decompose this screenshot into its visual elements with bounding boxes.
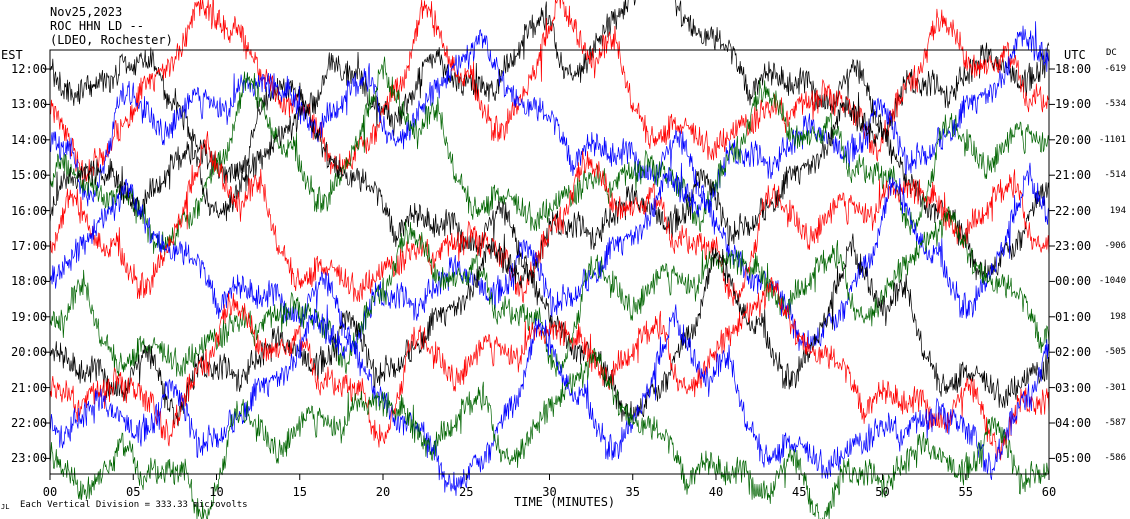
right-axis-title: UTC bbox=[1064, 48, 1086, 62]
utc-hour-label: 03:00 bbox=[1055, 380, 1092, 395]
est-hour-label: 23:00 bbox=[11, 451, 48, 466]
seismic-traces bbox=[49, 0, 1050, 519]
seismic-trace-1800 bbox=[49, 162, 1050, 355]
x-tick-label: 30 bbox=[542, 485, 556, 499]
y-axis-ticks bbox=[44, 68, 1055, 459]
x-tick-label: 60 bbox=[1042, 485, 1056, 499]
dc-offset-label: -1101 bbox=[1098, 134, 1126, 145]
x-tick-label: 10 bbox=[209, 485, 223, 499]
est-hour-label: 20:00 bbox=[11, 345, 48, 360]
header-date: Nov25,2023 bbox=[50, 5, 123, 19]
est-hour-label: 17:00 bbox=[11, 239, 48, 253]
utc-hour-label: 01:00 bbox=[1055, 309, 1092, 324]
dc-offset-label: -505 bbox=[1104, 347, 1126, 358]
corner-mark: JL bbox=[1, 503, 10, 511]
dc-title: DC bbox=[1106, 48, 1117, 58]
dc-offset-label: -619 bbox=[1104, 64, 1126, 74]
utc-hour-label: 20:00 bbox=[1055, 132, 1092, 147]
utc-hour-label: 00:00 bbox=[1055, 274, 1092, 289]
seismic-trace-2000 bbox=[49, 233, 1050, 427]
utc-hour-label: 19:00 bbox=[1055, 97, 1092, 112]
x-tick-label: 20 bbox=[376, 485, 390, 499]
header-station: ROC HHN LD -- bbox=[50, 19, 144, 33]
est-hour-label: 18:00 bbox=[11, 274, 48, 289]
est-hour-label: 21:00 bbox=[11, 380, 48, 395]
dc-offset-label: -1040 bbox=[1098, 276, 1126, 287]
seismic-trace-1400 bbox=[49, 21, 1050, 213]
dc-offset-label: -534 bbox=[1104, 99, 1126, 110]
utc-hour-label: 21:00 bbox=[1055, 168, 1092, 183]
utc-hour-label: 22:00 bbox=[1055, 203, 1092, 218]
dc-offset-label: -301 bbox=[1104, 382, 1126, 393]
x-tick-label: 15 bbox=[293, 485, 307, 499]
dc-offset-label: -906 bbox=[1104, 241, 1126, 251]
seismic-trace-2200 bbox=[49, 304, 1050, 496]
x-tick-label: 50 bbox=[875, 485, 889, 499]
dc-offset-label: -587 bbox=[1104, 418, 1126, 428]
x-tick-label: 00 bbox=[43, 485, 57, 499]
x-axis-label: TIME (MINUTES) bbox=[514, 495, 616, 509]
utc-hour-label: 23:00 bbox=[1055, 239, 1092, 253]
dc-offset-label: -586 bbox=[1104, 453, 1126, 464]
header-network: (LDEO, Rochester) bbox=[50, 33, 173, 47]
x-tick-label: 35 bbox=[626, 485, 640, 499]
utc-hour-label: 05:00 bbox=[1055, 451, 1092, 466]
dc-offset-label: -514 bbox=[1104, 170, 1126, 181]
dc-offset-label: 194 bbox=[1109, 205, 1126, 216]
left-axis-title: EST bbox=[1, 48, 23, 62]
dc-offset-label: 198 bbox=[1109, 311, 1126, 322]
seismic-trace-2100 bbox=[49, 276, 1050, 461]
x-tick-label: 05 bbox=[126, 485, 140, 499]
seismic-trace-1300 bbox=[49, 0, 1050, 189]
x-tick-label: 40 bbox=[709, 485, 723, 499]
utc-hour-label: 04:00 bbox=[1055, 416, 1092, 430]
est-hour-label: 19:00 bbox=[11, 309, 48, 324]
x-tick-label: 25 bbox=[459, 485, 473, 499]
utc-hour-label: 18:00 bbox=[1055, 62, 1092, 76]
est-hour-label: 12:00 bbox=[11, 62, 48, 76]
est-hour-label: 15:00 bbox=[11, 168, 48, 183]
scale-note: Each Vertical Division = 333.33 microvol… bbox=[20, 500, 248, 510]
est-hour-label: 13:00 bbox=[11, 97, 48, 112]
seismic-trace-1600 bbox=[49, 92, 1050, 284]
seismic-trace-2300 bbox=[49, 347, 1050, 519]
utc-hour-label: 02:00 bbox=[1055, 345, 1092, 360]
seismic-trace-1500 bbox=[49, 56, 1050, 256]
est-hour-label: 14:00 bbox=[11, 132, 48, 147]
est-hour-label: 16:00 bbox=[11, 203, 48, 218]
x-tick-label: 55 bbox=[959, 485, 973, 499]
x-tick-label: 45 bbox=[792, 485, 806, 499]
est-hour-label: 22:00 bbox=[11, 416, 48, 430]
seismic-trace-1700 bbox=[49, 131, 1050, 306]
x-axis-ticks: 00 05 10 15 20 25 30 35 40 45 50 55 60 bbox=[43, 474, 1056, 499]
seismic-trace-1900 bbox=[49, 206, 1050, 377]
